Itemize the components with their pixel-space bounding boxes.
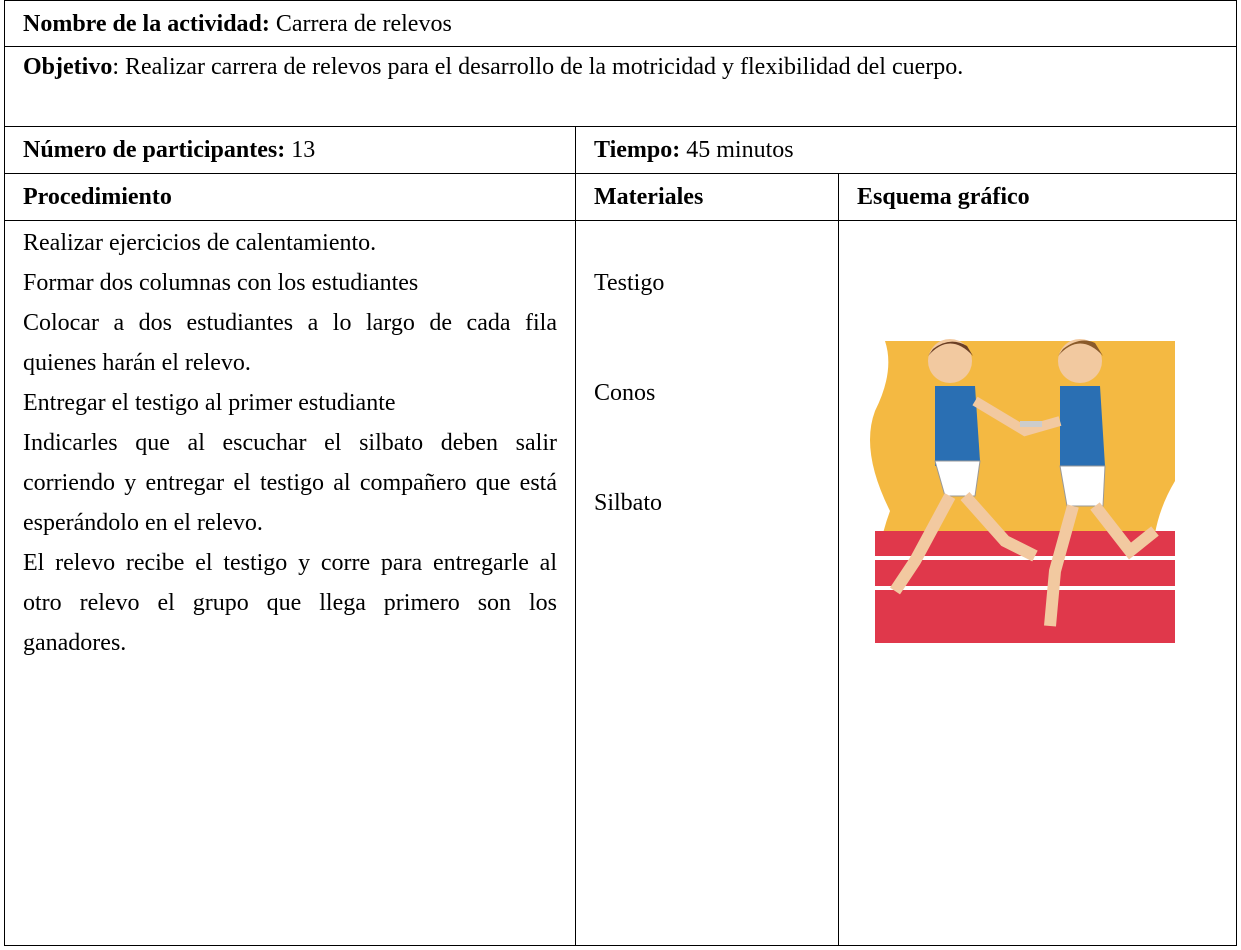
cell-text: Realizar ejercicios de calentamiento. [23, 230, 377, 256]
header: Procedimiento [23, 184, 172, 210]
cell-text: El relevo recibe el testigo y corre para… [23, 550, 557, 656]
label: Tiempo: [594, 137, 681, 163]
activity-table: Nombre de la actividad: Carrera de relev… [4, 0, 1237, 946]
cell-text: Entregar el testigo al primer estudiante [23, 390, 396, 416]
objective-cell: Objetivo: Realizar carrera de relevos pa… [4, 46, 1237, 127]
label: Objetivo [23, 54, 113, 80]
cell-text: Formar dos columnas con los estudiantes [23, 270, 419, 296]
cell-text: Testigo [594, 270, 665, 296]
header-cell: Esquema gráfico [838, 173, 1237, 221]
value: : Realizar carrera de relevos para el de… [112, 54, 964, 80]
value: 45 minutos [686, 137, 794, 163]
name-cell: Nombre de la actividad: Carrera de relev… [4, 0, 1237, 47]
cell-text: Silbato [594, 490, 663, 516]
graphic-cell [838, 220, 1237, 946]
relay-illustration [870, 339, 1175, 643]
time-cell: Tiempo: 45 minutos [575, 126, 1237, 174]
cell-text: Conos [594, 380, 656, 406]
label: Número de participantes: [23, 137, 286, 163]
value: 13 [291, 137, 316, 163]
header: Esquema gráfico [857, 184, 1030, 210]
header-cell: Procedimiento [4, 173, 576, 221]
materials-cell: Testigo Conos Silbato [575, 220, 839, 946]
procedure-cell: Realizar ejercicios de calentamiento. For… [4, 220, 576, 946]
label: Nombre de la actividad: [23, 11, 270, 37]
cell-text: Colocar a dos estudiantes a lo largo de … [23, 310, 557, 376]
participants-cell: Número de participantes: 13 [4, 126, 576, 174]
header-cell: Materiales [575, 173, 839, 221]
cell-text: Indicarles que al escuchar el silbato de… [23, 430, 557, 536]
header: Materiales [594, 184, 704, 210]
value: Carrera de relevos [275, 11, 452, 37]
